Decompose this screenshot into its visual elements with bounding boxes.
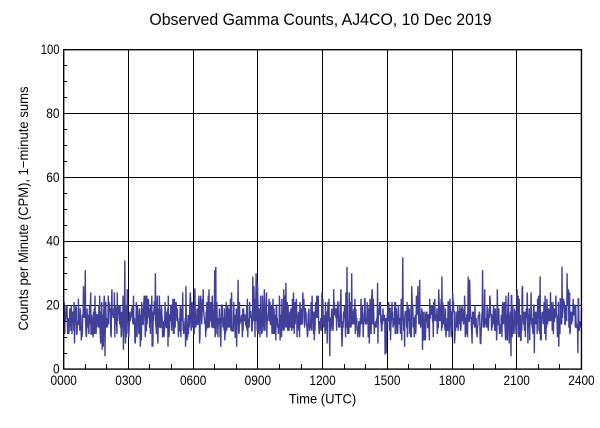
- svg-text:2100: 2100: [504, 373, 531, 388]
- svg-text:0600: 0600: [180, 373, 207, 388]
- svg-text:1500: 1500: [374, 373, 401, 388]
- svg-text:0000: 0000: [51, 373, 78, 388]
- svg-text:1200: 1200: [309, 373, 336, 388]
- svg-text:20: 20: [46, 298, 60, 313]
- svg-text:Counts per Minute (CPM), 1−min: Counts per Minute (CPM), 1−minute sums: [16, 86, 31, 330]
- svg-text:0300: 0300: [115, 373, 142, 388]
- svg-text:40: 40: [46, 234, 60, 249]
- svg-text:2400: 2400: [568, 373, 595, 388]
- svg-text:60: 60: [46, 170, 60, 185]
- svg-text:80: 80: [46, 106, 60, 121]
- svg-text:Time (UTC): Time (UTC): [289, 391, 357, 406]
- svg-text:1800: 1800: [439, 373, 466, 388]
- svg-text:0: 0: [53, 361, 60, 376]
- svg-text:100: 100: [41, 42, 60, 57]
- svg-text:0900: 0900: [245, 373, 272, 388]
- svg-text:Observed Gamma Counts, AJ4CO,: Observed Gamma Counts, AJ4CO, 10 Dec 201…: [149, 10, 491, 29]
